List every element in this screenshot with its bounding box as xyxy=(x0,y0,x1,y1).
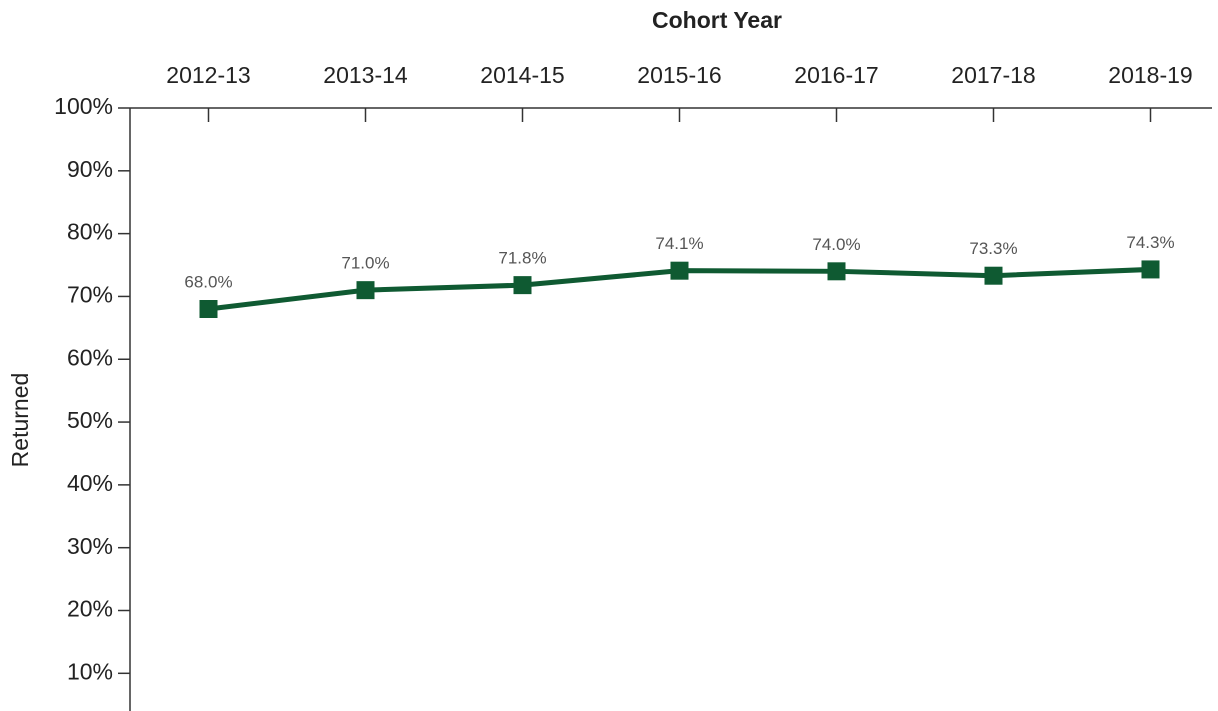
marker xyxy=(513,276,532,295)
x-tick-label: 2013-14 xyxy=(323,62,408,88)
data-label: 71.8% xyxy=(498,249,546,268)
x-tick-label: 2014-15 xyxy=(480,62,564,88)
x-tick-label: 2015-16 xyxy=(637,62,721,88)
y-tick-label: 80% xyxy=(67,219,113,245)
y-tick-label: 50% xyxy=(67,407,113,433)
x-tick-label: 2016-17 xyxy=(794,62,878,88)
data-label: 71.0% xyxy=(341,254,389,273)
data-label: 74.1% xyxy=(655,234,703,253)
y-tick-label: 90% xyxy=(67,156,113,182)
y-tick-label: 100% xyxy=(54,93,113,119)
marker xyxy=(670,261,689,280)
y-tick-label: 30% xyxy=(67,533,113,559)
y-tick-label: 10% xyxy=(67,658,113,684)
data-label: 68.0% xyxy=(184,272,232,291)
y-tick-label: 60% xyxy=(67,344,113,370)
marker xyxy=(1141,260,1160,279)
chart-title: Cohort Year xyxy=(652,7,782,33)
y-tick-label: 70% xyxy=(67,282,113,308)
marker xyxy=(984,266,1003,285)
marker xyxy=(199,300,218,318)
y-tick-label: 20% xyxy=(67,596,113,622)
marker xyxy=(827,262,846,281)
data-label: 73.3% xyxy=(969,239,1017,258)
x-tick-label: 2012-13 xyxy=(166,62,250,88)
marker xyxy=(356,281,375,300)
data-label: 74.3% xyxy=(1126,233,1174,252)
y-axis-label: Returned xyxy=(7,373,33,468)
x-tick-label: 2018-19 xyxy=(1108,62,1192,88)
y-tick-label: 40% xyxy=(67,470,113,496)
data-label: 74.0% xyxy=(812,235,860,254)
x-tick-label: 2017-18 xyxy=(951,62,1035,88)
